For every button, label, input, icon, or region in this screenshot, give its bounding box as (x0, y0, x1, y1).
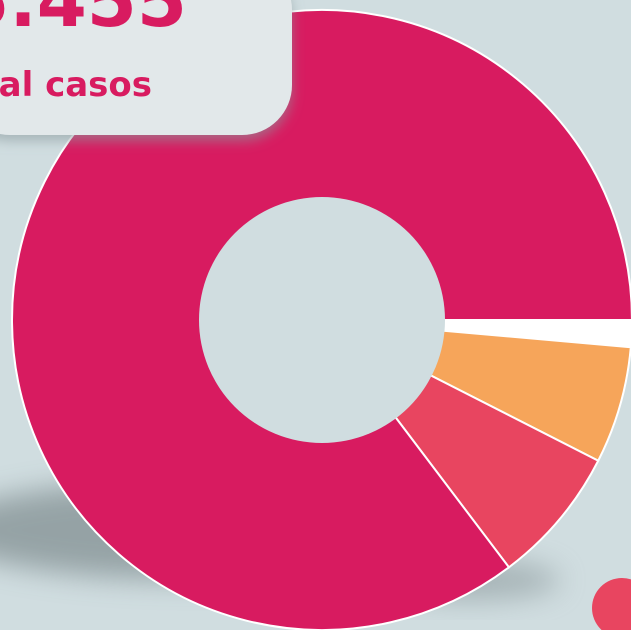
donut-hole (199, 197, 445, 443)
decoration-dot (592, 578, 631, 630)
label-box (0, 0, 292, 135)
total-label: Total casos (0, 65, 152, 105)
total-value: 5.455 (0, 0, 187, 43)
